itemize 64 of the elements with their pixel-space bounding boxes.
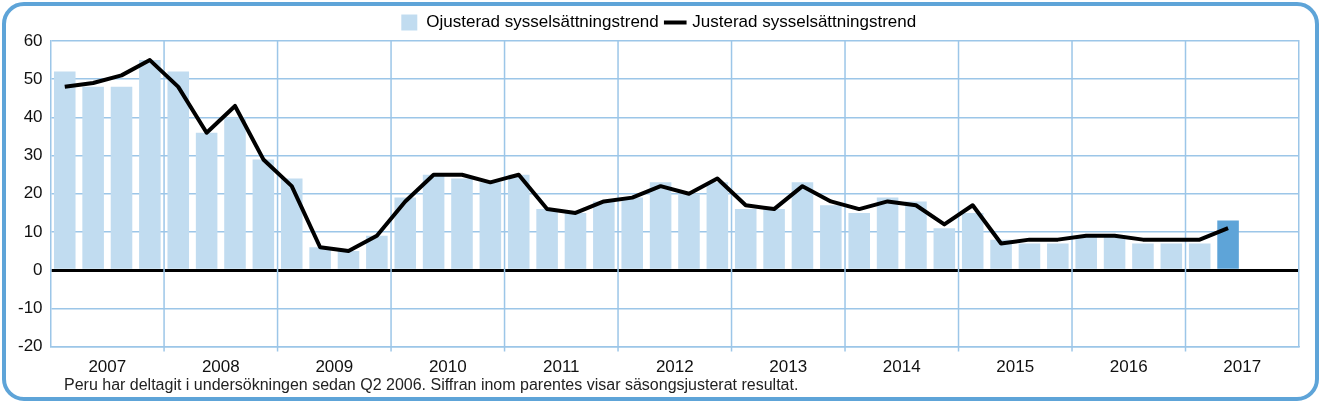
x-tick-label: 2017 bbox=[1223, 357, 1262, 377]
bar bbox=[621, 197, 644, 269]
bar bbox=[1217, 220, 1239, 269]
bar bbox=[366, 235, 388, 269]
bar bbox=[678, 193, 700, 269]
bar bbox=[1160, 243, 1183, 269]
bar bbox=[564, 212, 587, 269]
x-tick-label: 2012 bbox=[655, 357, 694, 377]
bar bbox=[933, 228, 956, 269]
x-tick-label: 2016 bbox=[1109, 357, 1148, 377]
x-tick-label: 2013 bbox=[769, 357, 808, 377]
bar bbox=[280, 178, 303, 269]
bar bbox=[1075, 235, 1097, 269]
bar bbox=[252, 159, 275, 269]
bar bbox=[53, 71, 76, 269]
y-tick-label: 10 bbox=[23, 221, 43, 241]
bar bbox=[110, 86, 133, 269]
bar bbox=[961, 212, 984, 269]
bar bbox=[649, 182, 672, 269]
bar bbox=[593, 201, 615, 269]
bar bbox=[139, 60, 161, 269]
bar bbox=[536, 209, 558, 269]
bar bbox=[309, 247, 331, 269]
x-tick-label: 2014 bbox=[882, 357, 921, 377]
bar bbox=[1188, 243, 1211, 269]
y-tick-label: 60 bbox=[23, 30, 43, 50]
y-tick-label: 20 bbox=[23, 183, 43, 203]
bar bbox=[734, 209, 757, 269]
bar bbox=[82, 86, 104, 269]
bar bbox=[479, 182, 502, 269]
y-tick-label: 30 bbox=[23, 145, 43, 165]
bar bbox=[848, 212, 870, 269]
bar bbox=[394, 197, 417, 269]
bar bbox=[224, 117, 246, 269]
y-tick-label: 40 bbox=[23, 107, 43, 127]
bar bbox=[905, 201, 927, 269]
bar bbox=[507, 174, 530, 269]
bar bbox=[422, 174, 445, 269]
bar bbox=[451, 178, 473, 269]
text: Peru har deltagit i undersökningen sedan Q2 2006. Siffran inom parentes visar säsongsjusterat resultat. bbox=[64, 376, 799, 393]
x-tick-label: 2009 bbox=[315, 357, 354, 377]
y-tick-label: -20 bbox=[17, 336, 43, 356]
y-tick-label: -10 bbox=[17, 298, 43, 318]
bar bbox=[706, 182, 729, 269]
bar bbox=[763, 209, 785, 269]
bar bbox=[1018, 243, 1041, 269]
bar bbox=[337, 251, 360, 269]
x-tick-label: 2015 bbox=[996, 357, 1035, 377]
x-tick-label: 2011 bbox=[543, 357, 580, 377]
bar bbox=[195, 132, 218, 269]
x-tick-label: 2007 bbox=[88, 357, 127, 377]
bar bbox=[1132, 243, 1154, 269]
bar bbox=[876, 197, 899, 269]
bar bbox=[167, 71, 190, 269]
y-tick-label: 0 bbox=[33, 259, 43, 279]
x-tick-label: 2010 bbox=[428, 357, 467, 377]
bar bbox=[820, 205, 842, 269]
bar bbox=[1047, 243, 1069, 269]
x-tick-label: 2008 bbox=[201, 357, 240, 377]
bar bbox=[1103, 235, 1126, 269]
legend-label: Justerad sysselsättningstrend bbox=[692, 12, 917, 32]
bar bbox=[791, 182, 814, 269]
legend-label: Ojusterad sysselsättningstrend bbox=[426, 12, 659, 32]
y-tick-label: 50 bbox=[23, 68, 43, 88]
